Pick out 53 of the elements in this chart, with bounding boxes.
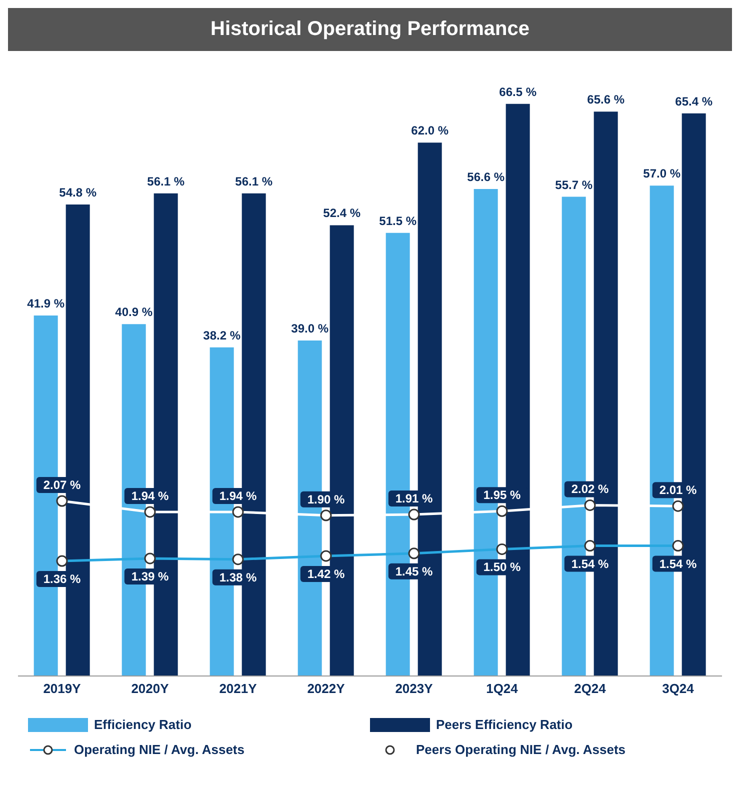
- point: [56, 495, 68, 507]
- data-label: 1.91 %: [395, 492, 434, 506]
- data-label: 1.90 %: [307, 492, 346, 506]
- point: [320, 510, 332, 522]
- legend-label: Peers Operating NIE / Avg. Assets: [416, 742, 626, 757]
- data-label: 56.1 %: [147, 174, 185, 188]
- x-tick-label: 1Q24: [486, 681, 519, 696]
- data-label: 1.39 %: [131, 569, 170, 584]
- legend-label: Peers Efficiency Ratio: [436, 717, 573, 732]
- data-label: 1.54 %: [571, 556, 610, 571]
- data-label: 1.94 %: [131, 488, 170, 503]
- data-label: 1.95 %: [483, 488, 522, 502]
- x-tick-label: 2021Y: [219, 681, 258, 696]
- x-tick-label: 2022Y: [307, 681, 346, 696]
- data-label: 1.36 %: [43, 572, 82, 586]
- point: [496, 505, 508, 517]
- point: [584, 499, 596, 511]
- x-tick-label: 3Q24: [662, 681, 695, 696]
- data-label: 65.4 %: [675, 94, 713, 108]
- legend-label: Efficiency Ratio: [94, 717, 192, 732]
- x-tick-label: 2Q24: [574, 681, 607, 696]
- data-label: 41.9 %: [27, 296, 65, 311]
- chart-title: Historical Operating Performance: [8, 8, 732, 51]
- data-label: 40.9 %: [115, 305, 153, 320]
- data-label: 38.2 %: [203, 328, 241, 342]
- data-label: 1.42 %: [307, 566, 346, 581]
- data-label: 55.7 %: [555, 178, 593, 192]
- data-label: 56.1 %: [235, 174, 273, 188]
- data-label: 62.0 %: [411, 124, 449, 138]
- data-label: 2.02 %: [571, 482, 610, 496]
- point: [408, 508, 420, 520]
- data-label: 1.50 %: [483, 560, 522, 574]
- data-label: 1.45 %: [395, 564, 434, 578]
- data-label: 51.5 %: [379, 214, 417, 228]
- data-label: 1.38 %: [219, 570, 258, 584]
- data-label: 57.0 %: [643, 166, 681, 181]
- x-tick-label: 2019Y: [43, 681, 82, 696]
- x-tick-label: 2020Y: [131, 681, 170, 696]
- data-label: 65.6 %: [587, 92, 625, 107]
- data-label: 2.07 %: [43, 478, 82, 492]
- data-label: 1.54 %: [659, 556, 698, 571]
- point: [144, 506, 156, 518]
- data-label: 39.0 %: [291, 321, 329, 336]
- data-label: 54.8 %: [59, 186, 97, 200]
- data-label: 66.5 %: [499, 84, 537, 99]
- data-label: 52.4 %: [323, 206, 361, 220]
- data-label: 1.94 %: [219, 488, 258, 503]
- point: [232, 506, 244, 518]
- legend-label: Operating NIE / Avg. Assets: [74, 742, 244, 757]
- data-label: 56.6 %: [467, 170, 505, 184]
- data-label: 2.01 %: [659, 483, 698, 498]
- point: [672, 500, 684, 512]
- x-tick-label: 2023Y: [395, 681, 434, 696]
